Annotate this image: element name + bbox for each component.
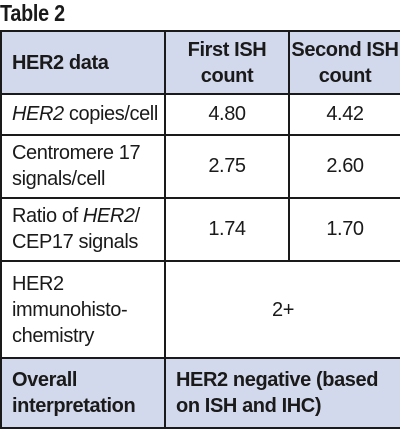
- header-first-ish-count: First ISH count: [164, 29, 290, 96]
- her2-gene-italic: HER2: [12, 103, 64, 126]
- second-count-cell: 4.42: [288, 93, 400, 136]
- her2-data-table: HER2 data First ISH count Second ISH cou…: [0, 29, 400, 429]
- table-row-her2-copies: HER2 copies/cell 4.80 4.42: [0, 93, 400, 136]
- first-count-cell: 4.80: [164, 93, 290, 136]
- ihc-score-cell: 2+: [164, 260, 400, 360]
- row-label: HER2 copies/cell: [0, 93, 166, 136]
- table-caption: Table 2: [0, 0, 65, 26]
- first-count-cell: 1.74: [164, 196, 290, 263]
- her2-gene-italic: HER2: [82, 205, 135, 228]
- table-row-ratio: Ratio of HER2/ CEP17 signals 1.74 1.70: [0, 196, 400, 263]
- table-row-immunohistochemistry: HER2 immunohisto-chemistry 2+: [0, 260, 400, 360]
- header-second-ish-count: Second ISH count: [288, 29, 400, 96]
- row-label: Centromere 17 signals/cell: [0, 133, 166, 199]
- second-count-cell: 1.70: [288, 196, 400, 263]
- second-count-cell: 2.60: [288, 133, 400, 199]
- row-label: Ratio of HER2/ CEP17 signals: [0, 196, 166, 263]
- overall-interpretation-value: HER2 negative (based on ISH and IHC): [164, 357, 400, 429]
- table-footer-row: Overall interpretation HER2 negative (ba…: [0, 357, 400, 429]
- header-her2-data: HER2 data: [0, 29, 166, 96]
- table-row-centromere-17: Centromere 17 signals/cell 2.75 2.60: [0, 133, 400, 199]
- overall-interpretation-label: Overall interpretation: [0, 357, 166, 429]
- row-label: HER2 immunohisto-chemistry: [0, 260, 166, 360]
- table-header-row: HER2 data First ISH count Second ISH cou…: [0, 29, 400, 96]
- first-count-cell: 2.75: [164, 133, 290, 199]
